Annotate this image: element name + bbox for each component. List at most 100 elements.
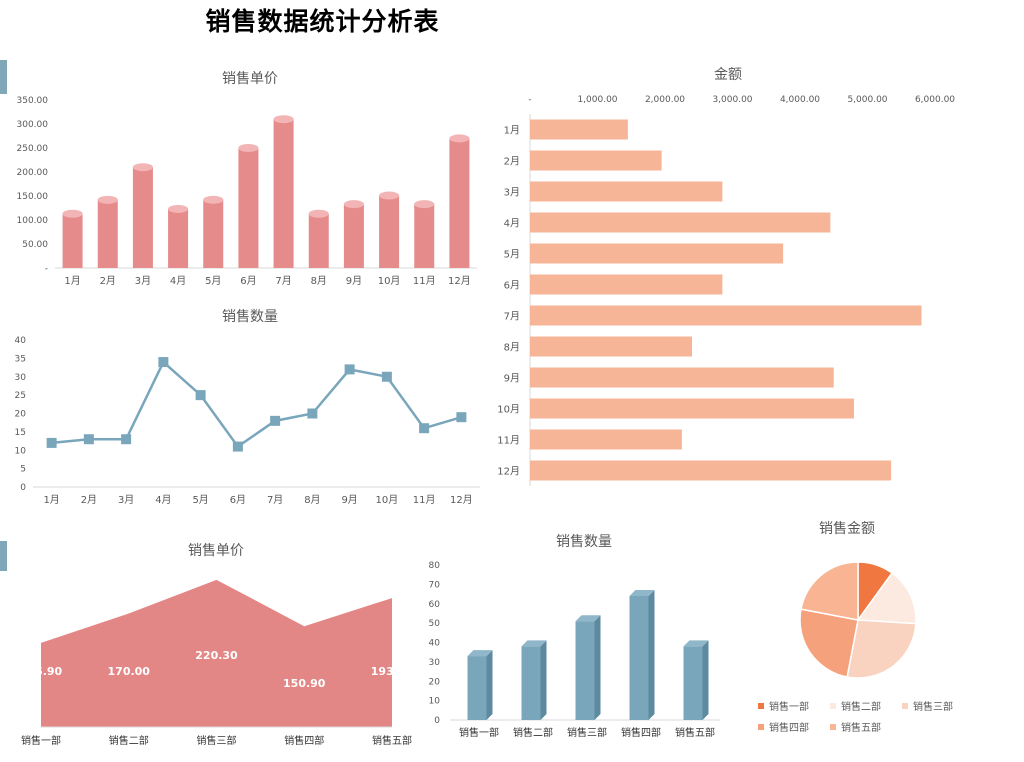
- bar: [530, 305, 922, 326]
- y-tick-label: 7月: [504, 311, 520, 323]
- bar-side: [540, 640, 547, 720]
- point-marker: [195, 390, 206, 401]
- x-tick-label: 8月: [311, 275, 327, 287]
- x-tick-label: 销售二部: [109, 734, 149, 747]
- legend-label: 销售四部: [769, 723, 809, 734]
- x-tick-label: 4月: [155, 494, 171, 506]
- y-tick-label: 1月: [504, 125, 520, 137]
- x-tick-label: 销售五部: [372, 734, 412, 747]
- x-tick-label: 1月: [64, 275, 80, 287]
- point-marker: [456, 412, 467, 423]
- page-title: 销售数据统计分析表: [205, 7, 440, 36]
- x-tick-label: 9月: [346, 275, 362, 287]
- bar: [530, 336, 692, 357]
- data-label: 170.00: [108, 665, 151, 678]
- legend-swatch: [758, 723, 764, 730]
- legend-swatch: [830, 723, 836, 730]
- bar: [530, 150, 662, 171]
- pie-slice: [800, 561, 859, 621]
- point-marker: [381, 371, 392, 382]
- bar: [97, 199, 118, 268]
- x-tick-label: -: [528, 95, 531, 105]
- chart-monthly-quantity: 0 5 10 15 20 25 30 35 40 1月 2月 3月 4月 5月 6月 7月 8月 9月 10月 11月…: [15, 336, 480, 506]
- bar: [467, 656, 487, 720]
- x-tick-label: 12月: [450, 494, 473, 506]
- legend-item: 销售四部: [758, 719, 824, 734]
- chart-title-monthly-amount: 金额: [714, 67, 742, 83]
- x-tick-label: 销售四部: [284, 734, 324, 747]
- y-tick-label: 150.00: [17, 192, 49, 202]
- x-tick-label: 4,000.00: [780, 95, 820, 105]
- pie-slice: [799, 608, 859, 678]
- x-tick-label: 5,000.00: [847, 95, 887, 105]
- bar: [683, 646, 703, 720]
- x-tick-label: 3月: [118, 494, 134, 506]
- bar: [629, 596, 649, 720]
- bar-top: [62, 209, 83, 218]
- x-tick-label: 销售一部: [21, 734, 61, 747]
- bar: [273, 119, 294, 268]
- bar: [238, 148, 259, 268]
- legend-item: 销售三部: [902, 698, 968, 713]
- bar-top: [414, 200, 435, 209]
- series-line: [51, 360, 462, 449]
- chart-title-dept-amount: 销售金额: [819, 521, 875, 537]
- y-tick-label: 20: [429, 677, 441, 687]
- y-tick-label: -: [45, 264, 48, 274]
- x-tick-label: 6月: [240, 275, 256, 287]
- bar-top: [683, 640, 709, 647]
- y-tick-label: 30: [15, 373, 27, 383]
- y-tick-label: 350.00: [17, 96, 49, 106]
- chart-dept-amount: [799, 561, 917, 679]
- y-tick-label: 80: [429, 561, 441, 571]
- data-label: 150.90: [283, 677, 326, 690]
- chart-title-monthly-quantity: 销售数量: [222, 309, 278, 325]
- bar-side: [648, 590, 655, 720]
- bar-top: [308, 209, 329, 218]
- x-tick-label: 销售四部: [621, 726, 661, 739]
- y-tick-label: 25: [15, 391, 26, 401]
- y-tick-label: 50: [429, 619, 441, 629]
- point-marker: [232, 441, 243, 452]
- bar-side: [702, 640, 709, 720]
- bar: [414, 204, 435, 268]
- bar-top: [575, 615, 601, 622]
- bar: [62, 213, 83, 268]
- y-tick-label: 4月: [504, 218, 520, 230]
- bar-top: [168, 204, 189, 213]
- x-tick-label: 7月: [275, 275, 291, 287]
- chart-dept-quantity: 0 10 20 30 40 50 60 70 80 销售一部 销售二部 销售三部 销售四部 销售五部: [429, 561, 720, 739]
- area-series: [41, 579, 392, 727]
- x-tick-label: 4月: [170, 275, 186, 287]
- x-tick-label: 5月: [192, 494, 208, 506]
- bar-top: [521, 640, 547, 647]
- y-tick-label: 300.00: [17, 120, 49, 130]
- bar-top: [343, 200, 364, 209]
- bar: [530, 367, 834, 388]
- x-tick-label: 销售一部: [459, 726, 499, 739]
- pie-slice: [856, 572, 917, 625]
- left-edge-tab-bottom: [0, 541, 7, 571]
- x-tick-label: 5月: [205, 275, 221, 287]
- bar-top: [467, 650, 493, 657]
- point-marker: [121, 434, 132, 445]
- point-marker: [158, 357, 169, 368]
- y-tick-label: 35: [15, 354, 26, 364]
- y-tick-label: 70: [429, 580, 441, 590]
- legend-label: 销售五部: [841, 723, 881, 734]
- point-marker: [270, 415, 281, 426]
- y-tick-label: 10月: [497, 404, 520, 416]
- x-tick-label: 销售三部: [567, 726, 607, 739]
- bar: [530, 212, 831, 233]
- y-tick-label: 0: [434, 716, 440, 726]
- y-tick-label: 40: [15, 336, 27, 346]
- y-tick-label: 10: [15, 446, 27, 456]
- chart-monthly-amount: - 1,000.00 2,000.00 3,000.00 4,000.00 5,000.0…: [497, 95, 955, 486]
- x-tick-label: 12月: [448, 275, 471, 287]
- legend-label: 销售二部: [841, 702, 881, 713]
- y-tick-label: 40: [429, 639, 441, 649]
- legend-item: 销售二部: [830, 698, 896, 713]
- x-tick-label: 6月: [230, 494, 246, 506]
- x-tick-label: 1,000.00: [577, 95, 617, 105]
- x-tick-label: 销售三部: [197, 734, 237, 747]
